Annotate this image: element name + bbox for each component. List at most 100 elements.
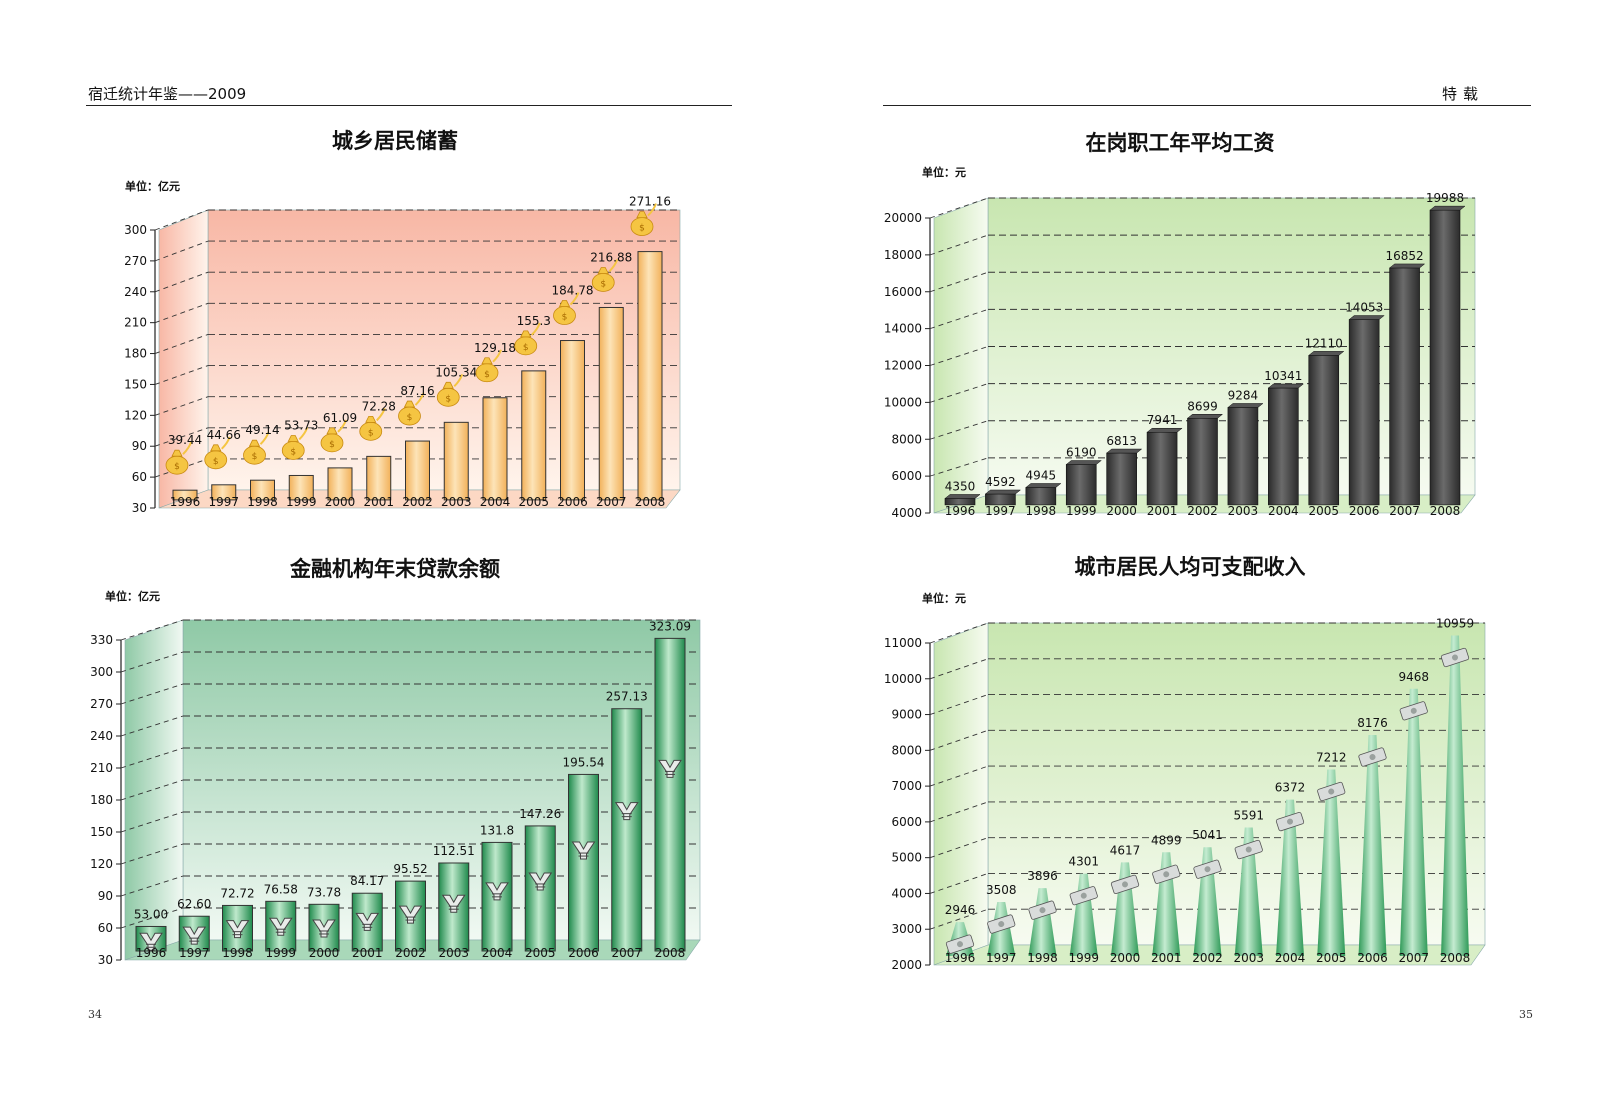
x-tick-label: 2006 — [557, 495, 588, 509]
grid-line-side — [929, 694, 989, 715]
grid-line-side — [154, 302, 209, 324]
money-bag-icon: $ — [359, 408, 386, 441]
banknote-icon — [1110, 874, 1140, 894]
bar — [521, 370, 547, 501]
svg-text:$: $ — [639, 224, 645, 234]
bar-top — [1388, 263, 1426, 269]
data-label: 147.26 — [519, 807, 561, 821]
data-label: 12110 — [1305, 336, 1343, 350]
y-tick-label: 150 — [90, 825, 113, 839]
y-ticks: 4000 6000 8000 10000 12000 14000 16000 18000 200… — [884, 197, 1475, 520]
x-tick-label: 2004 — [480, 495, 511, 509]
x-tick-label: 1999 — [1066, 504, 1097, 518]
x-tick-label: 1997 — [986, 951, 1017, 965]
x-tick-label: 2002 — [402, 495, 433, 509]
data-label: 61.09 — [323, 411, 357, 425]
svg-text:$: $ — [174, 462, 180, 472]
bar — [1111, 862, 1139, 956]
x-tick-label: 2008 — [635, 495, 666, 509]
x-tick-label: 2005 — [525, 946, 556, 960]
grid-line-side — [154, 427, 209, 447]
data-label: 9468 — [1398, 670, 1429, 684]
x-tick-label: 2008 — [655, 946, 686, 960]
bar-top — [1348, 315, 1385, 320]
banknote-icon — [1275, 811, 1305, 832]
data-label: 19988 — [1426, 191, 1464, 205]
data-label: 4592 — [985, 475, 1016, 489]
chart-loans: 金融机构年末贷款余额 单位：亿元 30 60 90 120 150 180 210 240 270 3… — [90, 557, 735, 980]
x-tick-label: 2007 — [611, 946, 642, 960]
x-tick-label: 2001 — [352, 946, 383, 960]
x-tick-label: 2000 — [1106, 504, 1137, 518]
y-tick-label: 180 — [124, 347, 147, 361]
bar-top — [1429, 205, 1466, 211]
data-label: 53.00 — [134, 907, 168, 921]
x-tick-label: 2003 — [1228, 504, 1259, 518]
bar — [1028, 888, 1057, 956]
data-label: 4945 — [1026, 468, 1057, 482]
data-label: 216.88 — [590, 250, 632, 264]
grid-line-side — [929, 837, 989, 859]
yen-icon — [355, 912, 380, 931]
bar — [1389, 267, 1420, 506]
bars — [135, 637, 686, 952]
x-tick-label: 2007 — [1389, 504, 1420, 518]
x-tick-label: 2005 — [1308, 504, 1339, 518]
chart-savings: 城乡居民储蓄 单位：亿元 30 60 90 120 150 180 210 240 270 300 $3… — [95, 118, 715, 518]
yen-icon — [268, 917, 293, 936]
y-tick-label: 12000 — [884, 359, 922, 373]
bar — [482, 397, 508, 501]
x-tick-label: 1997 — [179, 946, 210, 960]
bars — [944, 205, 1466, 506]
bar — [1025, 487, 1057, 506]
x-tick-label: 1997 — [208, 495, 239, 509]
grid-line-side — [929, 622, 989, 644]
grid-line-side — [154, 334, 209, 354]
banknote-icon — [1152, 864, 1181, 884]
x-tick-label: 1996 — [945, 951, 976, 965]
svg-text:$: $ — [252, 452, 258, 462]
grid-line-side — [120, 619, 184, 641]
grid-line-side — [929, 658, 989, 680]
grid-line-side — [120, 779, 184, 801]
data-label: 6190 — [1066, 446, 1097, 460]
bar — [1193, 847, 1222, 956]
bar — [1276, 799, 1304, 956]
yen-icon — [312, 919, 336, 938]
y-tick-label: 120 — [90, 857, 113, 871]
bar — [1308, 355, 1340, 506]
data-label: 155.3 — [517, 314, 551, 328]
x-tick-label: 2006 — [1357, 951, 1388, 965]
header-rule-right — [883, 105, 1531, 106]
chart-income: 城市居民人均可支配收入 单位：元 2000 3000 4000 5000 6000 7000 8… — [880, 555, 1520, 985]
y-tick-label: 11000 — [884, 636, 922, 650]
grid-line-side — [154, 365, 209, 385]
data-label: 271.16 — [629, 195, 671, 209]
x-tick-label: 2002 — [1187, 504, 1218, 518]
x-tick-label: 2001 — [1151, 951, 1182, 965]
money-bag-icon: $ — [281, 427, 309, 460]
svg-text:$: $ — [329, 440, 335, 450]
grid-line-side — [929, 271, 989, 293]
yen-icon — [658, 759, 682, 778]
data-label: 105.34 — [435, 365, 477, 379]
bar — [327, 467, 353, 501]
y-tick-label: 210 — [90, 761, 113, 775]
bar-top — [1308, 351, 1345, 356]
y-tick-label: 10000 — [884, 672, 922, 686]
grid-line-side — [929, 873, 989, 894]
data-label: 7212 — [1316, 751, 1347, 765]
y-tick-label: 7000 — [891, 779, 922, 793]
x-tick-label: 2002 — [395, 946, 426, 960]
x-tick-label: 1999 — [286, 495, 317, 509]
x-tick-label: 2003 — [441, 495, 472, 509]
data-label: 49.14 — [245, 423, 279, 437]
data-label: 76.58 — [264, 882, 298, 896]
data-label: 6813 — [1106, 434, 1137, 448]
yen-icon — [485, 882, 509, 901]
y-tick-label: 18000 — [884, 248, 922, 262]
bar — [211, 484, 237, 501]
banknote-icon — [987, 914, 1016, 934]
money-bag-icon: $ — [630, 203, 657, 236]
banknote-icon — [945, 934, 975, 954]
